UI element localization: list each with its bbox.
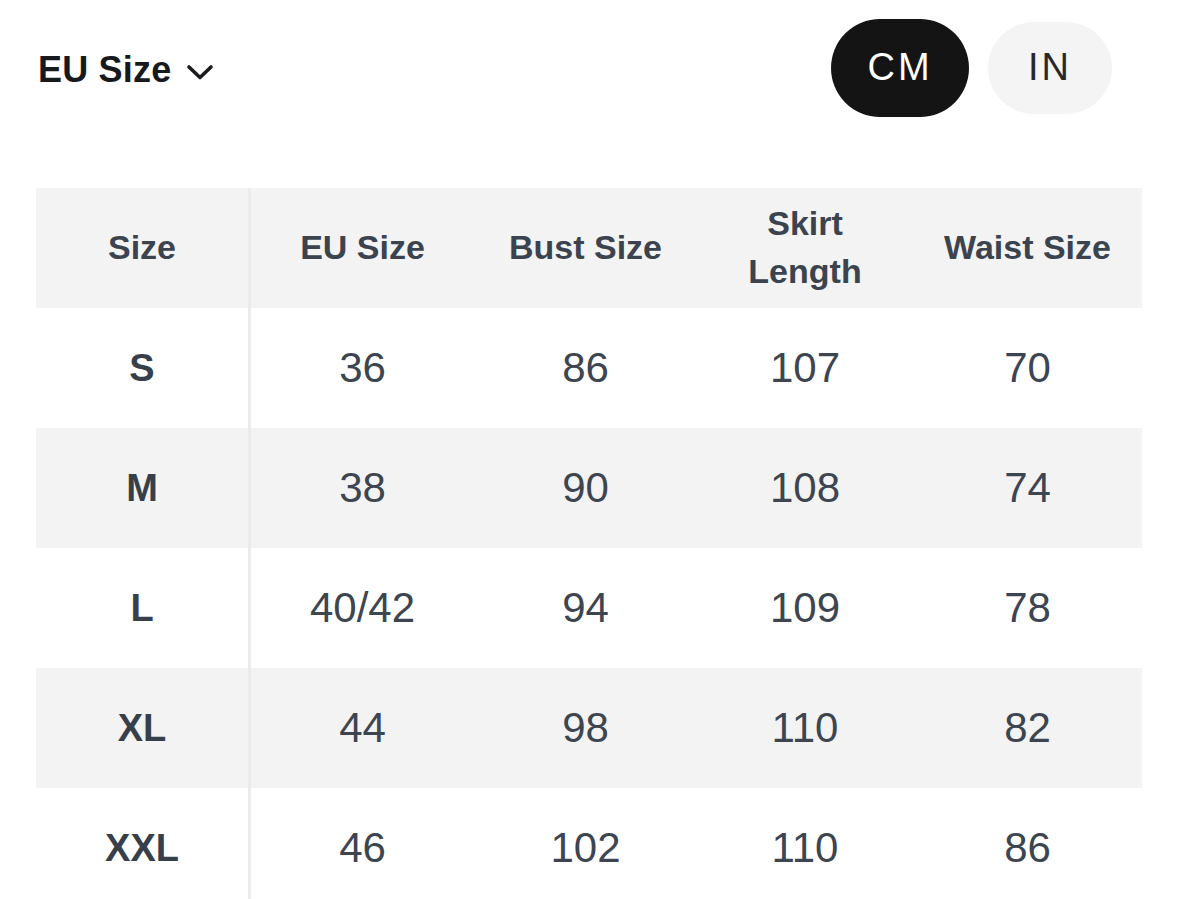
cell-eu-size: 40/42 (251, 548, 474, 668)
cell-skirt-length: 110 (697, 788, 913, 899)
cell-waist-size: 70 (913, 308, 1142, 428)
column-header-size: Size (36, 188, 251, 308)
cell-waist-size: 86 (913, 788, 1142, 899)
column-header-bust-size: Bust Size (474, 188, 697, 308)
cell-skirt-length: 108 (697, 428, 913, 548)
cell-bust-size: 102 (474, 788, 697, 899)
unit-in-button[interactable]: IN (988, 22, 1112, 114)
cell-skirt-length: 109 (697, 548, 913, 668)
table-header-row: Size EU Size Bust Size Skirt Length Wais… (36, 188, 1142, 308)
column-header-eu-size: EU Size (251, 188, 474, 308)
table-row: XXL 46 102 110 86 (36, 788, 1142, 899)
cell-skirt-length: 110 (697, 668, 913, 788)
size-standard-dropdown[interactable]: EU Size (38, 46, 214, 94)
unit-toggle: CM IN (831, 18, 1112, 117)
cell-waist-size: 78 (913, 548, 1142, 668)
cell-eu-size: 46 (251, 788, 474, 899)
cell-waist-size: 74 (913, 428, 1142, 548)
size-standard-label: EU Size (38, 49, 171, 91)
table-row: L 40/42 94 109 78 (36, 548, 1142, 668)
cell-bust-size: 94 (474, 548, 697, 668)
table-body: S 36 86 107 70 M 38 90 108 74 L 40/42 94… (36, 308, 1142, 899)
cell-eu-size: 38 (251, 428, 474, 548)
cell-size: L (36, 548, 251, 668)
cell-waist-size: 82 (913, 668, 1142, 788)
cell-size: M (36, 428, 251, 548)
table-row: M 38 90 108 74 (36, 428, 1142, 548)
cell-size: XL (36, 668, 251, 788)
size-chart-table: Size EU Size Bust Size Skirt Length Wais… (36, 188, 1142, 899)
unit-cm-button[interactable]: CM (831, 19, 969, 117)
table-row: XL 44 98 110 82 (36, 668, 1142, 788)
cell-eu-size: 36 (251, 308, 474, 428)
cell-bust-size: 90 (474, 428, 697, 548)
cell-size: S (36, 308, 251, 428)
cell-eu-size: 44 (251, 668, 474, 788)
cell-size: XXL (36, 788, 251, 899)
column-header-skirt-length: Skirt Length (697, 188, 913, 308)
cell-skirt-length: 107 (697, 308, 913, 428)
column-header-waist-size: Waist Size (913, 188, 1142, 308)
table-row: S 36 86 107 70 (36, 308, 1142, 428)
chevron-down-icon (186, 64, 214, 81)
cell-bust-size: 98 (474, 668, 697, 788)
cell-bust-size: 86 (474, 308, 697, 428)
